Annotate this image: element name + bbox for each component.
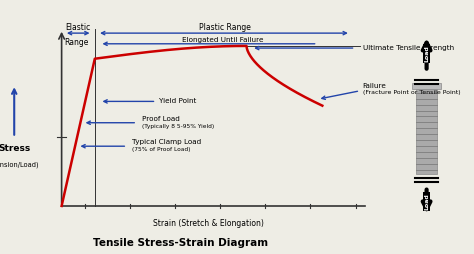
- Text: Elongated Until Failure: Elongated Until Failure: [182, 37, 264, 43]
- Text: Elastic: Elastic: [65, 23, 91, 32]
- Text: Ultimate Tensile Strength: Ultimate Tensile Strength: [363, 45, 454, 51]
- Text: Load: Load: [424, 193, 429, 210]
- Text: Strain (Stretch & Elongation): Strain (Stretch & Elongation): [153, 219, 264, 228]
- Text: Tensile Stress-Strain Diagram: Tensile Stress-Strain Diagram: [92, 238, 268, 248]
- Text: (75% of Proof Load): (75% of Proof Load): [132, 147, 191, 152]
- Text: Typical Clamp Load: Typical Clamp Load: [132, 139, 201, 145]
- Text: Proof Load: Proof Load: [142, 116, 180, 122]
- FancyBboxPatch shape: [416, 89, 437, 174]
- Text: (Fracture Point or Tensile Point): (Fracture Point or Tensile Point): [363, 90, 460, 95]
- Text: Range: Range: [64, 38, 88, 47]
- Text: Failure: Failure: [363, 83, 386, 89]
- Text: Load: Load: [424, 45, 429, 62]
- FancyBboxPatch shape: [412, 83, 441, 89]
- Text: (Tension/Load): (Tension/Load): [0, 161, 38, 168]
- Text: Yield Point: Yield Point: [159, 98, 196, 104]
- Text: Stress: Stress: [0, 144, 30, 153]
- Text: (Typically 8 5-95% Yield): (Typically 8 5-95% Yield): [142, 124, 214, 129]
- Text: Plastic Range: Plastic Range: [199, 23, 251, 32]
